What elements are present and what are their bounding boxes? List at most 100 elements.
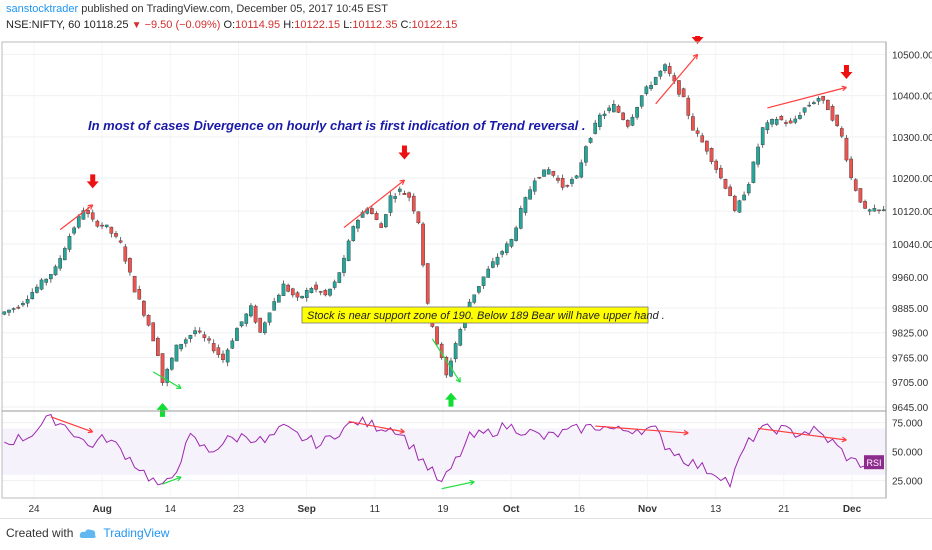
rsi-tick-label: 75.000 [892,419,923,430]
candle-body [179,343,183,350]
candle-body [872,208,877,212]
candle-body [514,227,518,241]
candle-body [295,292,300,298]
candle-body [435,326,439,345]
candle-body [812,102,816,105]
candle-body [411,195,416,212]
candle-body [853,179,858,191]
candle-body [579,162,584,178]
candle-body [625,120,630,127]
candle-body [25,299,30,304]
candle-body [318,291,323,293]
candle-body [649,85,653,89]
candle-body [351,226,356,241]
candle-body [630,116,635,126]
price-bearish-divergence [655,53,699,105]
candle-body [207,338,211,341]
rsi-bullish-divergence [162,476,182,485]
tradingview-link[interactable]: TradingView [103,526,170,540]
price-bullish-divergence [152,371,182,389]
rsi-bullish-divergence [441,481,475,490]
candle-body [719,167,723,179]
candle-body [62,248,67,261]
candle-body [500,251,504,255]
rsi-tick-label: 25.000 [892,477,923,488]
rsi-band [2,428,886,475]
candle-body [30,292,35,300]
candle-body [593,122,598,134]
candle-body [523,197,528,213]
candle-body [197,330,202,333]
candle-body [784,122,788,124]
candle-body [551,171,556,176]
candle-body [21,303,25,306]
candle-body [881,209,886,211]
candle-body [714,160,719,170]
candle-body [272,301,277,311]
candle-body [53,266,58,276]
candlestick-series [2,62,886,387]
publish-header: sanstocktrader published on TradingView.… [6,3,388,15]
candle-body [756,146,760,165]
candle-body [239,321,244,327]
candle-body [183,339,188,344]
candle-body [826,99,830,111]
price-change: −9.50 (−0.09%) [144,19,221,31]
time-tick-label: Oct [503,504,520,515]
candle-body [677,80,681,95]
candle-body [142,300,146,316]
tradingview-cloud-icon [80,529,97,538]
symbol-bar: NSE:NIFTY, 60 10118.25 ▼ −9.50 (−0.09%) … [6,19,457,31]
candle-body [151,322,156,342]
candle-body [76,215,81,228]
close-value: 10122.15 [411,19,458,31]
candle-body [658,70,663,77]
candle-body [788,120,793,124]
time-tick-label: 14 [165,504,177,515]
rsi-bullish-divergence-head [469,479,475,486]
symbol-name: NSE:NIFTY, 60 [6,19,81,31]
candle-body [11,308,16,310]
candle-body [663,64,667,71]
candle-body [2,311,7,315]
time-tick-label: 24 [28,504,40,515]
rsi-bearish-divergence [595,425,689,434]
price-tick-label: 9885.00 [892,304,929,315]
price-tick-label: 10040.00 [892,240,932,251]
candle-body [104,224,109,228]
candle-body [416,211,421,224]
sell-arrow-icon [840,65,853,80]
candle-body [174,344,179,362]
candle-body [267,312,272,323]
candle-body [128,258,132,273]
candle-body [458,329,463,346]
candle-body [123,246,128,262]
candle-body [751,161,756,183]
time-tick-label: 23 [233,504,245,515]
candle-body [146,315,151,326]
candle-body [314,284,318,290]
price-tick-label: 10300.00 [892,133,932,144]
author-name[interactable]: sanstocktrader [6,3,79,15]
time-tick-label: 13 [710,504,722,515]
low-value: 10112.35 [352,19,398,31]
candle-body [384,214,388,228]
price-tick-label: 10400.00 [892,92,932,103]
candle-body [425,263,430,304]
rsi-bearish-divergence-head [683,429,689,436]
price-chart[interactable]: RSI 10500.00 10400.00 10300.00 10200.00 1012… [0,36,932,516]
candle-body [695,130,700,134]
candle-body [681,88,686,98]
price-bullish-divergence-head [455,377,461,383]
candle-body [453,343,458,360]
candle-body [81,210,86,220]
price-bearish-divergence [343,179,405,229]
candle-body [863,201,867,209]
candle-body [249,305,253,317]
rsi-badge [864,455,884,470]
candle-body [100,224,104,227]
candle-body [742,194,746,201]
candle-body [165,368,169,383]
rsi-bearish-divergence [50,416,93,433]
support-note-box: Stock is near support zone of 190. Below… [301,306,665,324]
